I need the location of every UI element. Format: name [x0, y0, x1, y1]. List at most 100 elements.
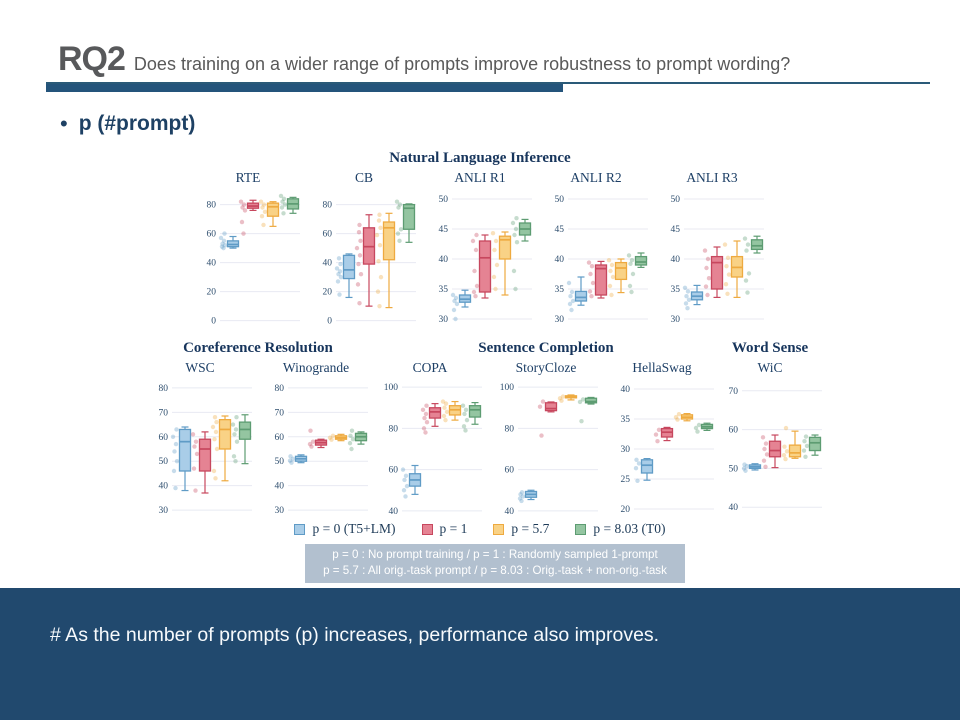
panel-title: WSC	[185, 360, 215, 375]
panel-title: ANLI R1	[454, 170, 506, 185]
data-dot	[310, 439, 316, 444]
data-dot	[262, 209, 268, 215]
panel-title: CB	[354, 170, 373, 185]
data-dot	[259, 214, 265, 219]
figure-legend: p = 0 (T5+LM) p = 1 p = 5.7 p = 8.03 (T0)	[0, 521, 960, 537]
data-dot	[441, 413, 447, 419]
y-tick-label: 20	[621, 505, 631, 515]
data-dot	[337, 292, 342, 297]
data-dot	[490, 231, 496, 236]
y-tick-label: 0	[327, 317, 332, 327]
data-dot	[693, 425, 699, 431]
data-dot	[239, 219, 245, 225]
data-dot	[636, 461, 642, 466]
data-dot	[746, 271, 752, 276]
panel-title: COPA	[412, 360, 448, 375]
legend-swatch-icon	[421, 523, 433, 535]
data-dot	[375, 289, 381, 294]
box	[584, 397, 598, 404]
data-dot	[170, 434, 176, 439]
data-dot	[376, 258, 381, 264]
data-dot	[443, 417, 448, 423]
data-dot	[221, 245, 226, 251]
y-tick-label: 30	[621, 445, 631, 455]
data-dot	[327, 435, 333, 440]
boxplot-svg: 40 50 60 70	[729, 387, 822, 513]
data-dot	[396, 205, 401, 210]
chart-group-title: Sentence Completion	[478, 340, 614, 356]
data-dot	[335, 279, 341, 284]
box	[634, 255, 648, 266]
data-dot	[474, 283, 480, 289]
data-dot	[440, 399, 446, 404]
data-dot	[724, 264, 729, 269]
data-dot	[222, 231, 227, 236]
data-dot	[309, 444, 314, 449]
data-dot	[783, 425, 789, 431]
data-dot	[519, 498, 524, 504]
bullet-icon: •	[60, 111, 68, 136]
y-tick-label: 80	[323, 201, 333, 211]
data-dot	[219, 244, 225, 249]
box	[750, 239, 764, 251]
y-tick-label: 40	[505, 507, 515, 517]
data-dot	[510, 220, 516, 226]
data-dot	[589, 294, 594, 299]
data-dot	[635, 478, 640, 483]
data-dot	[702, 248, 708, 253]
boxplot-svg: 40 60 80 100	[384, 383, 482, 517]
chart-panel-hellaswag: HellaSwag 20 25 30 35 40	[604, 360, 720, 527]
legend-item: p = 5.7	[493, 521, 549, 537]
data-dot	[704, 265, 709, 271]
y-tick-label: 40	[207, 259, 217, 269]
data-dot	[557, 396, 563, 401]
data-dot	[675, 417, 680, 422]
data-dot	[212, 415, 218, 420]
data-dot	[763, 441, 769, 446]
data-dot	[357, 301, 362, 306]
data-dot	[633, 466, 639, 471]
data-dot	[421, 426, 427, 431]
data-dot	[655, 439, 660, 444]
data-dot	[451, 307, 457, 313]
data-dot	[570, 298, 576, 304]
y-tick-label: 60	[729, 426, 739, 436]
data-dot	[741, 466, 747, 471]
data-dot	[684, 294, 689, 299]
data-dot	[278, 193, 284, 199]
data-dot	[349, 428, 355, 433]
data-dot	[630, 271, 636, 277]
data-dot	[290, 456, 296, 461]
data-dot	[494, 262, 500, 268]
data-dot	[279, 205, 285, 210]
data-dot	[471, 289, 477, 295]
data-dot	[377, 212, 382, 217]
chart-panel-anli-r2: ANLI R2 30 35 40 45 50	[538, 170, 654, 337]
data-dot	[404, 483, 410, 489]
data-dot	[568, 294, 573, 299]
data-dot	[493, 238, 499, 244]
data-dot	[760, 435, 766, 440]
legend-item: p = 1	[421, 521, 467, 537]
data-dot	[705, 292, 710, 298]
data-dot	[214, 419, 219, 425]
data-dot	[424, 419, 430, 425]
y-tick-label: 80	[207, 201, 217, 211]
data-dot	[606, 258, 612, 263]
data-dot	[194, 451, 200, 457]
data-dot	[191, 466, 197, 471]
data-dot	[628, 261, 633, 266]
data-dot	[743, 468, 748, 473]
y-tick-label: 0	[211, 317, 216, 327]
data-dot	[173, 485, 178, 491]
box	[266, 202, 280, 217]
box	[468, 405, 482, 418]
y-tick-label: 40	[621, 385, 631, 395]
data-dot	[461, 424, 467, 429]
data-dot	[781, 453, 787, 458]
data-dot	[357, 253, 363, 258]
chart-group-title: Natural Language Inference	[389, 150, 571, 166]
data-dot	[703, 284, 709, 289]
data-dot	[193, 439, 199, 444]
data-dot	[493, 286, 498, 292]
